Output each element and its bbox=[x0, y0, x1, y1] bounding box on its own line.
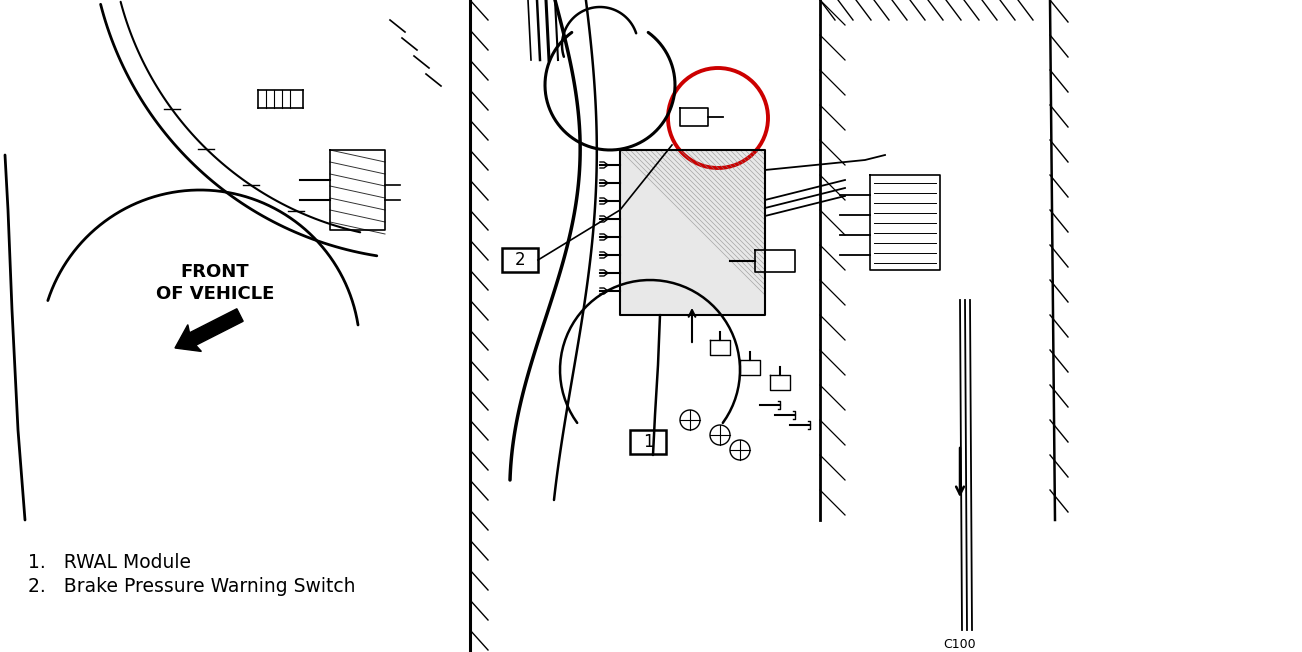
Bar bbox=[503, 248, 538, 272]
Text: 1.   RWAL Module: 1. RWAL Module bbox=[29, 554, 191, 572]
Bar bbox=[630, 430, 667, 454]
Text: FRONT: FRONT bbox=[181, 263, 249, 281]
Circle shape bbox=[710, 425, 730, 445]
Text: 2: 2 bbox=[514, 251, 525, 269]
Text: OF VEHICLE: OF VEHICLE bbox=[156, 285, 275, 303]
Circle shape bbox=[680, 410, 700, 430]
Text: C100: C100 bbox=[944, 638, 976, 651]
FancyArrow shape bbox=[174, 309, 243, 351]
Bar bbox=[620, 150, 766, 315]
Text: 2.   Brake Pressure Warning Switch: 2. Brake Pressure Warning Switch bbox=[29, 578, 355, 597]
Circle shape bbox=[730, 440, 750, 460]
Text: 1: 1 bbox=[643, 433, 654, 451]
